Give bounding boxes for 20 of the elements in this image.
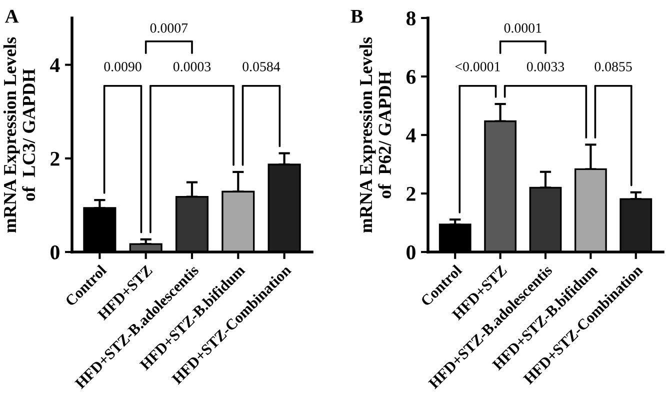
chart-title: B	[350, 10, 363, 23]
y-tick-label: 4	[50, 58, 60, 72]
annotation: <0.0001	[455, 62, 500, 72]
y-tick-label: 4	[406, 128, 416, 142]
y-tick-label: 8	[406, 11, 416, 26]
y-axis-title: mRNA Expression Levels of LC3/ GAPDH	[3, 37, 35, 233]
y-axis-title: mRNA Expression Levels of P62/ GAPDH	[359, 37, 391, 233]
annotation: 0.0001	[504, 23, 542, 33]
annotation: 0.0003	[173, 62, 211, 72]
annotation: 0.0855	[594, 62, 632, 72]
y-tick-label: 6	[406, 70, 416, 84]
annotation: 0.0033	[526, 62, 564, 72]
annotation: 0.0584	[242, 62, 280, 72]
chart-title: A	[4, 10, 19, 23]
y-tick-label: 2	[406, 186, 416, 201]
annotation: 0.0007	[150, 23, 188, 33]
y-tick-label: 0	[406, 245, 416, 260]
annotation: 0.0090	[104, 62, 142, 72]
y-tick-label: 0	[50, 245, 60, 260]
y-tick-label: 2	[50, 152, 60, 166]
